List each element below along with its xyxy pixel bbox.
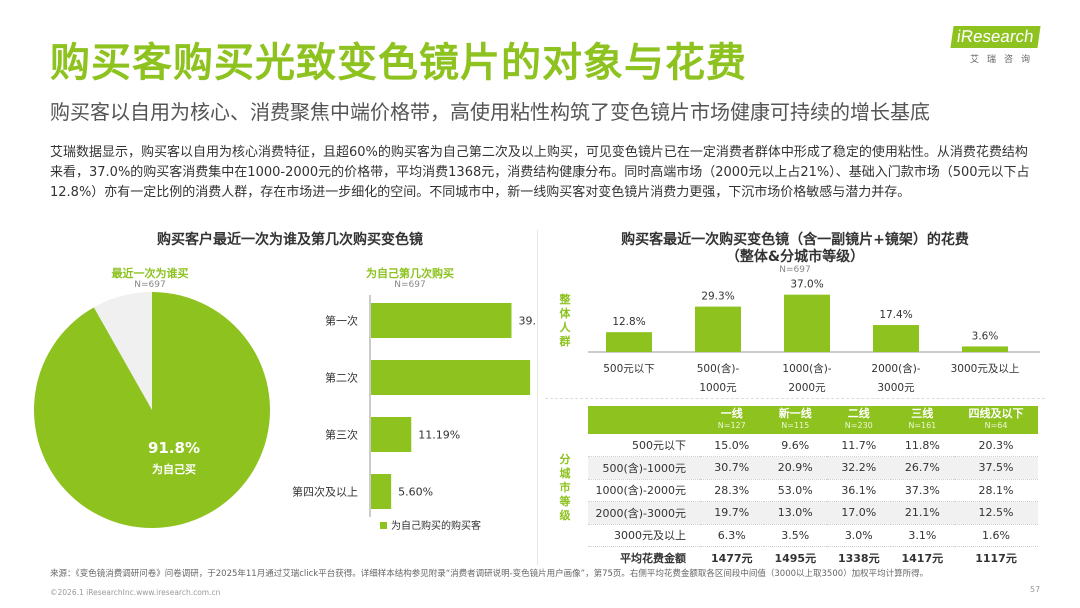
table-row: 500(含)-1000元 30.7% 20.9% 32.2% 26.7% 37.5% xyxy=(588,456,1038,480)
page-number: 57 xyxy=(1030,585,1041,594)
page-subtitle: 购买客以自用为核心、消费聚焦中端价格带，高使用粘性构筑了变色镜片市场健康可持续的… xyxy=(50,100,930,124)
hbar-category-label: 第四次及以上 xyxy=(292,485,358,499)
vbar-category-label-2: 1000元 xyxy=(699,382,737,394)
col-header: 四线及以下 N=64 xyxy=(954,406,1038,434)
hbar-category-label: 第三次 xyxy=(325,428,358,442)
vbar-category-label-2: 3000元 xyxy=(877,382,915,394)
vbar-category-label-2: 2000元 xyxy=(788,382,826,394)
pie-slice-other xyxy=(93,292,152,410)
vbar-value-label: 29.3% xyxy=(701,291,734,303)
hbar-n: N=697 xyxy=(394,280,426,290)
hbar-bar xyxy=(371,474,392,509)
vbar-bar xyxy=(962,346,1008,352)
hbar-category-label: 第二次 xyxy=(325,371,358,385)
table-corner xyxy=(588,406,700,434)
table-avg-row: 平均花费金额 1477元 1495元 1338元 1417元 1117元 xyxy=(620,552,1017,565)
vbar-value-label: 37.0% xyxy=(790,279,823,291)
vbar-bar xyxy=(784,294,830,352)
vbar-bar xyxy=(695,306,741,352)
hbar-legend-swatch xyxy=(380,522,387,529)
pie-n: N=697 xyxy=(134,280,166,290)
table-row: 2000(含)-3000元 19.7% 13.0% 17.0% 21.1% 12.5% xyxy=(588,501,1038,525)
logo-brand: iResearch xyxy=(950,26,1041,48)
vertical-divider xyxy=(537,230,538,565)
pie-slice-self xyxy=(34,292,270,528)
hbar-bar xyxy=(371,303,512,338)
vbar-category-label: 1000(含)- xyxy=(782,362,831,375)
vbar-value-label: 3.6% xyxy=(972,330,999,342)
vbar-category-label: 2000(含)- xyxy=(871,362,920,375)
source-footnote: 来源：《变色镜消费调研问卷》问卷调研，于2025年11月通过艾瑞click平台获… xyxy=(50,569,929,579)
overall-group-label: 整体人群 xyxy=(559,293,571,348)
vbar-category-label: 3000元及以上 xyxy=(951,363,1020,375)
table-row: 500元以下 15.0% 9.6% 11.7% 11.8% 20.3% xyxy=(588,434,1038,457)
vbar-chart: 12.8% 500元以下 29.3% 500(含)- 1000元 37.0% 1000(含)… xyxy=(588,279,1040,394)
right-chart-title: 购买客最近一次购买变色镜（含一副镜片+镜架）的花费 xyxy=(621,232,969,248)
copyright: ©2026.1 iResearchInc.www.iresearch.com.c… xyxy=(50,588,221,597)
hbar-category-label: 第一次 xyxy=(325,314,358,328)
col-header: 三线 N=161 xyxy=(890,406,955,434)
left-chart-title: 购买客户最近一次为谁及第几次购买变色镜 xyxy=(157,232,423,248)
iresearch-logo: iResearch 艾瑞咨询 xyxy=(950,26,1062,76)
page-title: 购买客购买光致变色镜片的对象与花费 xyxy=(50,40,747,86)
pie-subtitle: 最近一次为谁买 xyxy=(111,267,189,280)
col-header: 新一线 N=115 xyxy=(763,406,828,434)
hbar-subtitle: 为自己第几次购买 xyxy=(366,267,454,280)
vbar-bar xyxy=(606,332,652,352)
city-tier-table: 一线 N=127 新一线 N=115 二线 N=230 三线 N=161 四线及以下 N=… xyxy=(588,406,1038,569)
vbar-category-label: 500元以下 xyxy=(603,363,655,375)
hbar-bar xyxy=(371,417,412,452)
table-row: 1000(含)-2000元 28.3% 53.0% 36.1% 37.3% 28.1% xyxy=(588,479,1038,502)
hbar-value-label: 5.60% xyxy=(398,486,433,499)
right-chart-n: N=697 xyxy=(779,265,811,275)
summary-paragraph: 艾瑞数据显示，购买客以自用为核心消费特征，且超60%的购买客为自己第二次及以上购… xyxy=(50,145,1030,200)
col-header: 一线 N=127 xyxy=(700,406,764,434)
table-header-row: 一线 N=127 新一线 N=115 二线 N=230 三线 N=161 四线及以下 N=… xyxy=(588,406,1038,434)
vbar-value-label: 17.4% xyxy=(879,309,912,321)
hbar-value-label: 11.19% xyxy=(418,429,460,442)
horizontal-divider xyxy=(545,398,1045,399)
hbar-legend-label: 为自己购买的购买客 xyxy=(391,519,481,532)
col-header: 二线 N=230 xyxy=(827,406,891,434)
pie-value-label: 91.8% xyxy=(148,439,200,457)
hbar-value-label: 39.02% xyxy=(518,315,535,328)
vbar-value-label: 12.8% xyxy=(612,316,645,328)
right-chart-title-2: （整体&分城市等级） xyxy=(725,249,865,265)
hbar-chart: 第一次39.02%第二次44.19%第三次11.19%第四次及以上5.60%为自… xyxy=(292,295,535,532)
table-row: 3000元及以上 6.3% 3.5% 3.0% 3.1% 1.6% xyxy=(588,524,1038,547)
pie-chart: 91.8% 为自己买 xyxy=(34,292,270,528)
pie-slice-label: 为自己买 xyxy=(152,462,196,476)
city-group-label: 分城市等级 xyxy=(559,453,571,522)
hbar-bar xyxy=(371,360,531,395)
logo-cn: 艾瑞咨询 xyxy=(970,55,1039,65)
vbar-category-label: 500(含)- xyxy=(697,362,740,375)
vbar-bar xyxy=(873,325,919,352)
